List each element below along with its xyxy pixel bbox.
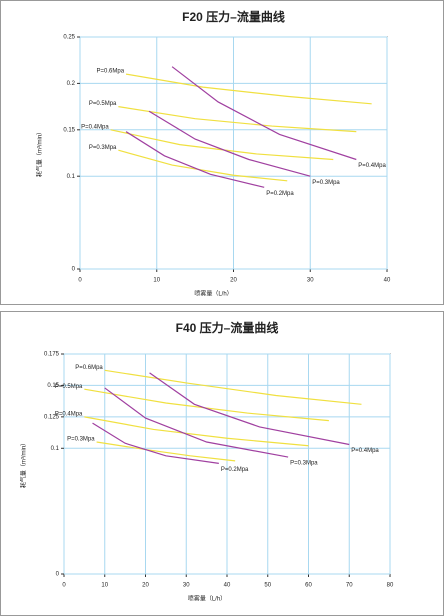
line-label: P=0.3Mpa xyxy=(290,461,318,467)
y-tick-label: 0.25 xyxy=(63,35,75,41)
line-label: P=0.3Mpa xyxy=(312,180,340,186)
x-tick-label: 30 xyxy=(183,583,190,589)
x-tick-label: 10 xyxy=(153,278,160,284)
line-label: P=0.4Mpa xyxy=(351,448,379,454)
line-label: P=0.5Mpa xyxy=(55,384,83,390)
data-line xyxy=(104,369,362,405)
line-label: P=0.4Mpa xyxy=(81,124,109,130)
x-axis-label: 喷雾量（L/h） xyxy=(194,290,232,298)
y-tick-label: 0.175 xyxy=(44,352,60,358)
data-line xyxy=(125,73,372,105)
y-tick-label: 0.1 xyxy=(67,174,76,180)
y-tick-label: 0.1 xyxy=(51,446,60,452)
line-label: P=0.4Mpa xyxy=(55,411,83,417)
x-tick-label: 50 xyxy=(264,583,271,589)
x-tick-label: 70 xyxy=(346,583,353,589)
chart-title: F40 压力–流量曲线 xyxy=(176,320,279,335)
x-axis-label: 喷雾量（L/h） xyxy=(188,595,226,603)
line-label: P=0.3Mpa xyxy=(89,145,117,151)
x-tick-label: 0 xyxy=(78,278,82,284)
data-line xyxy=(104,387,289,458)
y-axis-label: 耗气量（m³/min） xyxy=(20,440,28,488)
line-label: P=0.4Mpa xyxy=(358,163,386,169)
panel xyxy=(0,0,444,305)
data-line xyxy=(96,441,236,462)
x-tick-label: 20 xyxy=(142,583,149,589)
line-label: P=0.2Mpa xyxy=(266,191,294,197)
y-tick-label: 0 xyxy=(56,572,60,578)
x-tick-label: 80 xyxy=(387,583,394,589)
data-line xyxy=(92,422,219,464)
x-tick-label: 10 xyxy=(101,583,108,589)
data-line xyxy=(110,129,334,161)
y-tick-label: 0.125 xyxy=(44,414,60,420)
x-tick-label: 40 xyxy=(224,583,231,589)
y-tick-label: 0 xyxy=(72,267,76,273)
x-tick-label: 40 xyxy=(384,278,391,284)
panel xyxy=(0,311,444,616)
line-label: P=0.6Mpa xyxy=(97,69,125,75)
y-tick-label: 0.2 xyxy=(67,81,76,87)
x-tick-label: 20 xyxy=(230,278,237,284)
data-line xyxy=(148,110,311,177)
y-tick-label: 0.15 xyxy=(47,383,59,389)
x-tick-label: 30 xyxy=(307,278,314,284)
data-line xyxy=(171,66,357,161)
y-axis-label: 耗气量（m³/min） xyxy=(36,129,44,177)
data-line xyxy=(118,106,357,133)
data-line xyxy=(84,416,309,447)
y-tick-label: 0.15 xyxy=(63,127,75,133)
line-label: P=0.2Mpa xyxy=(221,467,249,473)
line-label: P=0.6Mpa xyxy=(75,365,103,371)
line-label: P=0.5Mpa xyxy=(89,101,117,107)
data-line xyxy=(149,372,350,446)
chart-title: F20 压力–流量曲线 xyxy=(182,9,285,24)
data-line xyxy=(84,388,329,422)
x-tick-label: 60 xyxy=(305,583,312,589)
data-line xyxy=(118,149,288,182)
x-tick-label: 0 xyxy=(62,583,66,589)
data-line xyxy=(125,131,265,188)
line-label: P=0.3Mpa xyxy=(67,437,95,443)
